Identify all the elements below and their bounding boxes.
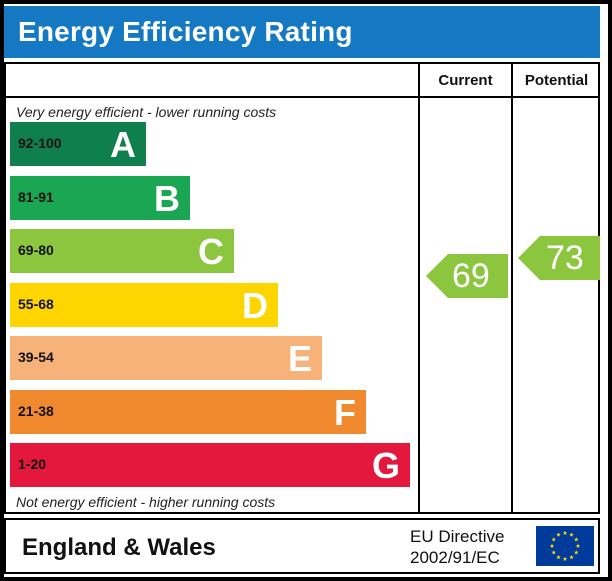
eu-star-icon [573, 537, 579, 542]
footer: England & Wales EU Directive 2002/91/EC [4, 518, 600, 574]
eu-star-icon [575, 543, 581, 548]
current-column-header: Current [438, 72, 493, 89]
band-range: 69-80 [18, 242, 54, 258]
rating-chart: Current Potential Very energy efficient … [4, 62, 600, 514]
eu-star-icon [549, 543, 555, 548]
band-range: 81-91 [18, 188, 54, 205]
bottom-note: Not energy efficient - higher running co… [16, 494, 276, 510]
eu-flag-icon [536, 526, 594, 566]
region-label: England & Wales [22, 534, 216, 561]
current-column-divider [418, 64, 420, 512]
header-divider [6, 96, 598, 98]
eu-star-icon [569, 532, 574, 537]
current-rating-value: 69 [452, 257, 490, 295]
eu-star-icon [551, 550, 557, 555]
band-letter: B [154, 177, 180, 219]
potential-column-header: Potential [524, 72, 589, 89]
potential-arrow-shape [518, 236, 600, 280]
rating-band-g: 1-20 G [10, 443, 410, 487]
eu-star-icon [573, 550, 579, 555]
band-letter: E [287, 338, 312, 379]
potential-rating-value: 73 [546, 239, 584, 277]
band-range: 21-38 [18, 402, 54, 419]
directive-line-2: 2002/91/EC [410, 548, 500, 567]
rating-band-d: 55-68 D [10, 282, 278, 327]
eu-star-icon [562, 556, 568, 561]
eu-star-icon [556, 532, 561, 537]
title-bar: Energy Efficiency Rating [4, 6, 600, 58]
band-letter: F [334, 391, 356, 433]
rating-band-f: 21-38 F [10, 389, 366, 434]
potential-column-divider [511, 64, 513, 512]
current-rating-arrow: 69 [426, 254, 508, 298]
page-title: Energy Efficiency Rating [18, 16, 353, 47]
band-range: 1-20 [18, 456, 47, 472]
band-letter: G [371, 445, 400, 486]
rating-band-c: 69-80 C [10, 229, 234, 273]
band-letter: D [242, 284, 268, 326]
band-letter: A [110, 124, 136, 165]
top-note: Very energy efficient - lower running co… [16, 104, 277, 120]
rating-band-e: 39-54 E [10, 336, 322, 380]
band-letter: C [198, 231, 224, 272]
directive-line-1: EU Directive [410, 527, 505, 546]
eu-star-icon [569, 554, 574, 560]
current-arrow-shape [426, 254, 508, 298]
eu-star-icon [562, 530, 568, 535]
eu-directive: EU Directive 2002/91/EC [410, 526, 504, 568]
eu-star-icon [556, 554, 561, 560]
eu-star-icon [551, 537, 557, 542]
band-range: 39-54 [18, 349, 54, 365]
rating-band-a: 92-100 A [10, 122, 146, 166]
band-range: 55-68 [18, 295, 54, 312]
potential-rating-arrow: 73 [518, 236, 600, 280]
band-range: 92-100 [18, 135, 62, 151]
rating-band-b: 81-91 B [10, 175, 190, 220]
